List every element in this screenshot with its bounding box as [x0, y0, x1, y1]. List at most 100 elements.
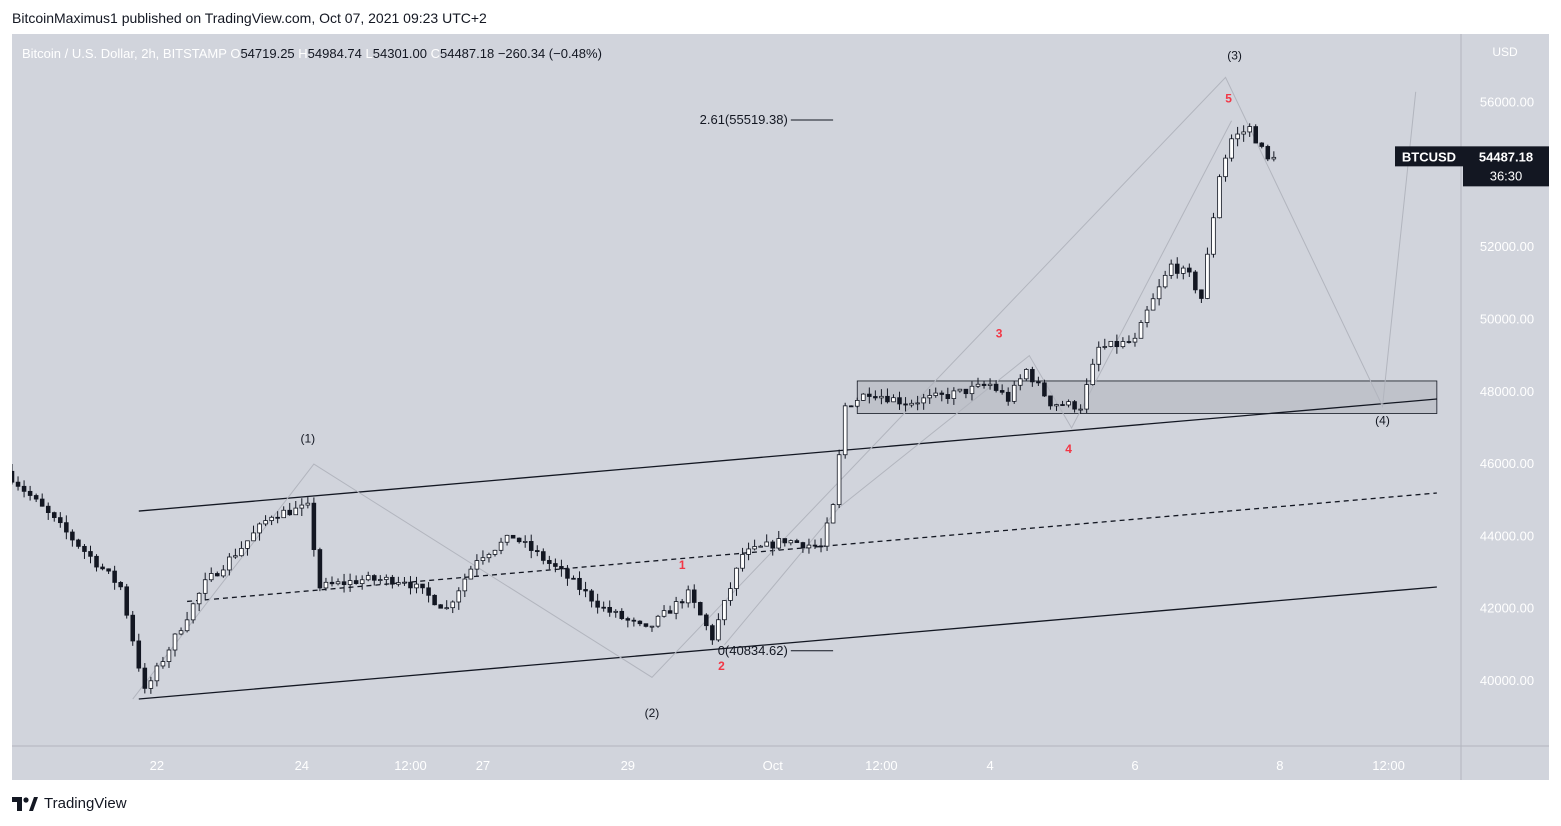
candle-body [643, 623, 649, 627]
x-tick-label: 12:00 [1372, 758, 1405, 773]
candle-body [607, 606, 612, 613]
candle-body [245, 540, 250, 549]
candle-body [1205, 253, 1210, 299]
candle-body [975, 383, 981, 387]
candle-body [1005, 391, 1011, 402]
candle-body [64, 522, 69, 533]
candle-body [172, 633, 178, 651]
wave-label-4: 1 [679, 558, 686, 572]
candle-body [559, 566, 564, 570]
candle-body [1241, 131, 1246, 135]
candle-body [516, 537, 522, 543]
candle-body [426, 587, 431, 596]
candle-body [420, 583, 425, 589]
candle-body [444, 607, 449, 610]
candle-body [812, 544, 818, 547]
candle-body [311, 502, 317, 550]
candle-body [698, 602, 703, 616]
candle-body [1066, 401, 1071, 406]
candle-body [1138, 322, 1144, 339]
wave-label-6: 3 [996, 327, 1003, 341]
candle-body [1114, 340, 1120, 348]
candle-body [359, 579, 365, 585]
candle-body [317, 549, 323, 589]
y-tick-label: 42000.00 [1480, 601, 1534, 616]
candle-body [1217, 176, 1222, 219]
x-tick-label: 8 [1276, 758, 1283, 773]
subwave-path [724, 120, 1233, 646]
candle-body [661, 610, 667, 617]
candle-body [233, 555, 238, 558]
candle-body [800, 542, 806, 549]
candle-body [450, 601, 456, 609]
candle-body [305, 502, 311, 506]
tradingview-logo[interactable]: TradingView [12, 795, 127, 812]
candle-body [818, 545, 824, 548]
candle-body [987, 383, 993, 386]
candle-body [257, 523, 262, 534]
candle-body [553, 563, 558, 567]
candle-body [184, 619, 190, 632]
candle-body [402, 581, 407, 584]
candle-body [915, 402, 920, 405]
candle-body [673, 601, 679, 614]
candle-body [33, 495, 39, 500]
candle-body [1193, 271, 1198, 291]
fib-level-label-0: 2.61(55519.38) [700, 112, 788, 127]
candle-body [522, 541, 528, 543]
candle-body [1229, 138, 1234, 159]
candle-body [227, 556, 232, 571]
candle-body [45, 505, 51, 514]
candle-body [873, 396, 878, 399]
candle-body [142, 667, 148, 689]
candle-body [1042, 382, 1047, 397]
x-tick-label: 27 [476, 758, 490, 773]
candle-body [1126, 341, 1132, 343]
candle-body [1096, 346, 1102, 365]
candle-body [432, 594, 437, 606]
wave-label-8: 5 [1225, 92, 1232, 106]
candle-body [782, 538, 788, 544]
candle-body [1156, 286, 1162, 300]
candlestick-chart[interactable]: (1) (2) (3) (4) 1 2 3 4 5 2.61(55519.38) 0(40834.… [12, 34, 1549, 780]
candle-body [595, 600, 600, 608]
candle-body [287, 509, 292, 516]
candle-body [1223, 157, 1228, 178]
x-tick-label: Oct [763, 758, 784, 773]
candle-body [571, 577, 576, 580]
candle-body [836, 454, 842, 506]
candle-body [1199, 289, 1204, 299]
candle-body [196, 592, 202, 605]
candle-body [106, 568, 111, 572]
candle-body [951, 390, 957, 399]
candle-body [1078, 408, 1083, 411]
wave-label-0: (1) [301, 431, 316, 445]
candle-body [178, 630, 184, 635]
candle-body [365, 575, 371, 581]
candle-body [867, 393, 872, 397]
candle-body [1054, 404, 1059, 407]
candle-body [722, 600, 727, 621]
x-tick-label: 22 [150, 758, 164, 773]
channel-upper-line [138, 398, 1437, 512]
candle-body [208, 573, 214, 581]
wave-label-5: 2 [718, 659, 725, 673]
candle-body [848, 405, 854, 408]
candle-body [353, 580, 359, 585]
candle-body [788, 540, 794, 544]
chart-area[interactable]: (1) (2) (3) (4) 1 2 3 4 5 2.61(55519.38) 0(40834.… [12, 34, 1549, 780]
candle-body [39, 498, 45, 507]
price-badge-value: 54487.18 [1479, 149, 1533, 164]
channel-middle-line [187, 492, 1437, 603]
y-tick-label: 52000.00 [1480, 239, 1534, 254]
candle-body [480, 557, 486, 561]
x-tick-label: 12:00 [865, 758, 898, 773]
candle-body [1036, 381, 1041, 384]
candle-body [909, 402, 914, 406]
candle-body [927, 395, 932, 399]
candle-body [1090, 363, 1095, 386]
candle-body [166, 649, 172, 662]
candle-body [329, 581, 335, 585]
candle-body [1265, 146, 1271, 160]
candle-body [408, 581, 413, 589]
